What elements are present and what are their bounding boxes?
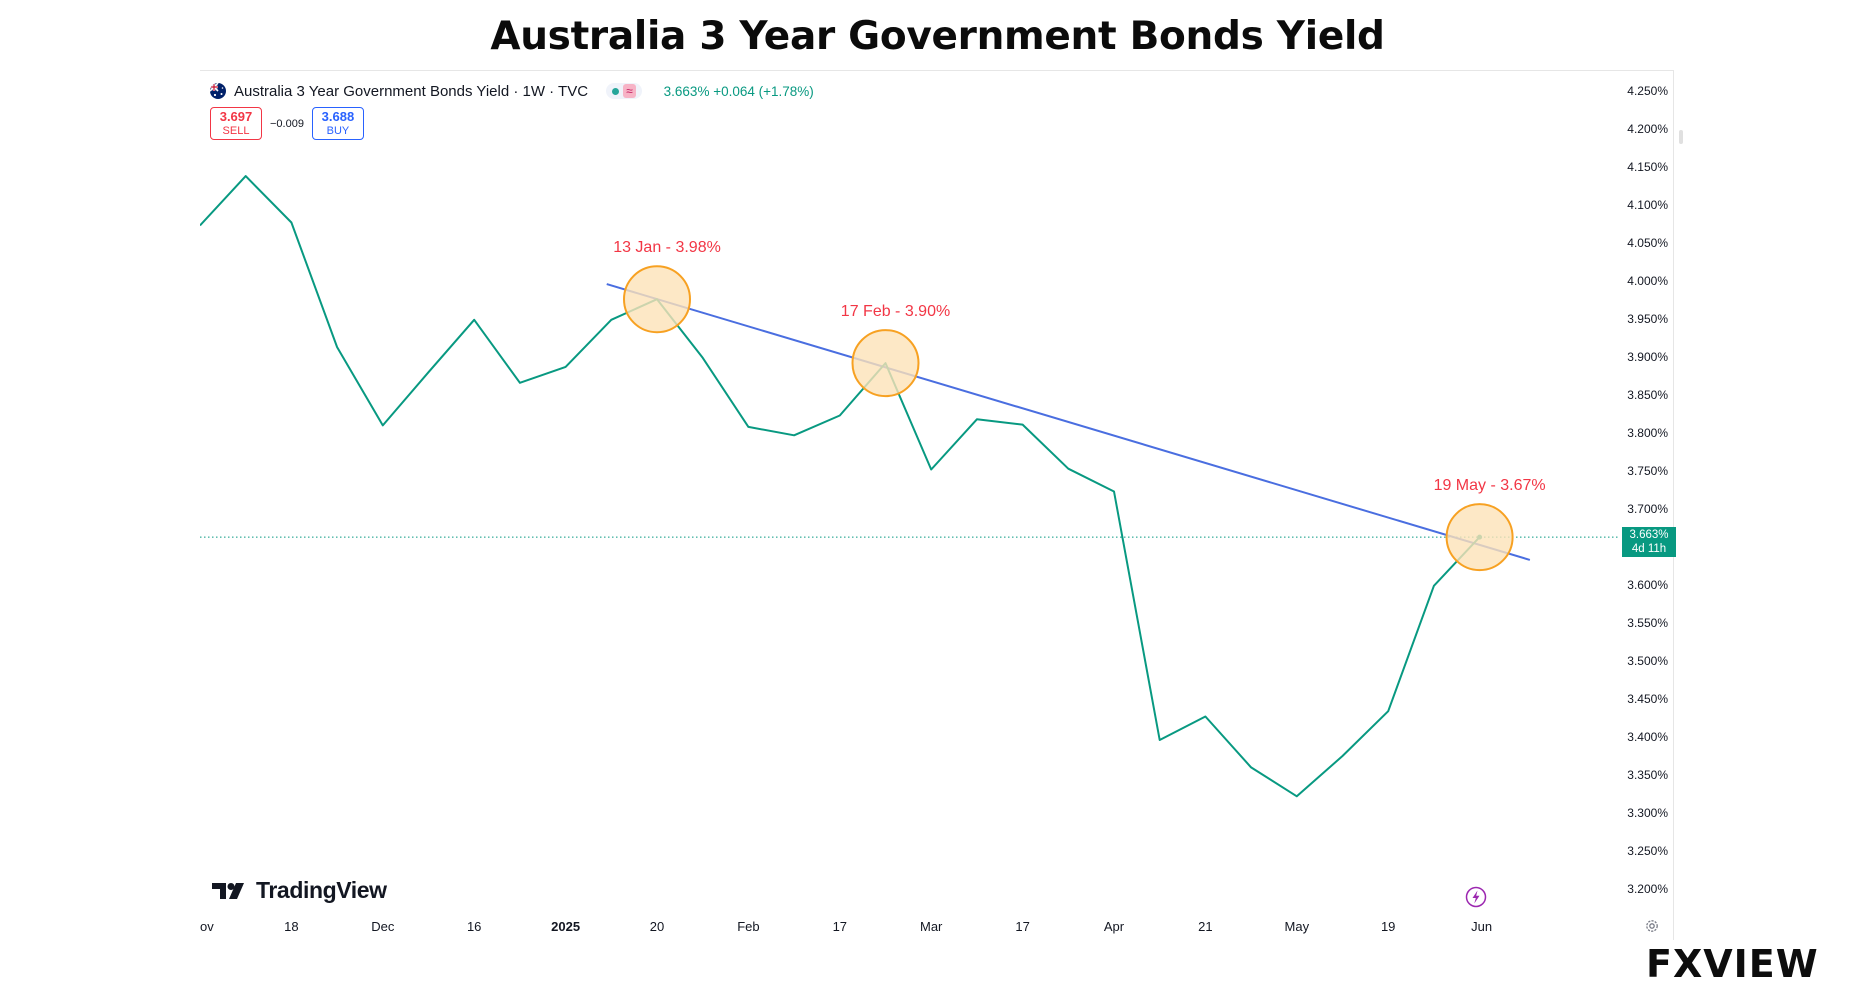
y-tick-label: 3.950% [1627,312,1668,326]
bar-countdown: 4d 11h [1631,543,1667,555]
highlight-circle[interactable] [851,329,920,398]
y-tick-label: 3.600% [1627,578,1668,592]
x-tick-label: 19 [1381,919,1395,934]
sell-label: SELL [222,125,250,137]
x-tick-label: 2025 [551,919,580,934]
wave-icon: ≈ [623,84,636,98]
spread-value: −0.009 [270,117,304,130]
indicator-pill[interactable]: ≈ [606,83,642,99]
x-tick-label: May [1285,919,1310,934]
x-tick-label: 17 [1015,919,1029,934]
y-tick-label: 4.200% [1627,122,1668,136]
y-tick-label: 3.850% [1627,388,1668,402]
highlight-circle[interactable] [1445,503,1514,572]
trend-line[interactable] [606,283,1531,561]
x-tick-label: 18 [284,919,298,934]
y-tick-label: 3.500% [1627,654,1668,668]
highlight-circle[interactable] [623,265,691,334]
fxview-logo: FXVIEW [1646,942,1819,986]
flash-icon[interactable] [1465,886,1487,908]
y-tick-label: 3.200% [1627,882,1668,896]
chart-legend[interactable]: Australia 3 Year Government Bonds Yield … [210,80,814,102]
y-tick-label: 3.250% [1627,844,1668,858]
y-tick-label: 3.900% [1627,350,1668,364]
x-tick-label: Apr [1104,919,1125,934]
annotation-label: 17 Feb - 3.90% [841,303,950,320]
y-tick-label: 3.800% [1627,426,1668,440]
y-tick-label: 4.250% [1627,84,1668,98]
y-tick-label: 4.150% [1627,160,1668,174]
annotation-label: 13 Jan - 3.98% [613,239,721,256]
tradingview-wordmark: TradingView [256,877,387,903]
x-tick-label: 17 [833,919,847,934]
x-tick-label: Jun [1471,919,1492,934]
sell-price: 3.697 [219,109,253,124]
y-tick-label: 4.000% [1627,274,1668,288]
page-title: Australia 3 Year Government Bonds Yield [490,14,1385,59]
status-dot-icon [612,87,620,95]
x-tick-label: 21 [1198,919,1212,934]
y-tick-label: 3.400% [1627,730,1668,744]
chart-canvas[interactable]: 3.200% 3.250% 3.300% 3.350% 3.400% 3.450% 3.50… [200,71,1674,941]
buy-label: BUY [326,125,350,137]
y-tick-label: 4.050% [1627,236,1668,250]
trade-panel: 3.697 SELL −0.009 3.688 BUY [210,107,364,140]
x-tick-label: Feb [737,919,759,934]
y-tick-label: 3.300% [1627,806,1668,820]
y-tick-label: 4.100% [1627,198,1668,212]
x-tick-label: 20 [650,919,664,934]
tradingview-logo-icon [212,882,244,899]
buy-price: 3.688 [321,109,355,124]
y-tick-label: 3.350% [1627,768,1668,782]
legend-value: 3.663% +0.064 (+1.78%) [663,83,814,99]
y-tick-label: 3.700% [1627,502,1668,516]
x-tick-label: 16 [467,919,481,934]
last-price-tag: 3.663% 4d 11h [1622,527,1676,557]
price-scale-handle[interactable] [1679,130,1683,144]
sell-button[interactable]: 3.697 SELL [210,107,262,140]
annotation-label: 19 May - 3.67% [1434,477,1546,494]
y-tick-label: 3.450% [1627,692,1668,706]
chart-area[interactable]: 3.200% 3.250% 3.300% 3.350% 3.400% 3.450% 3.50… [200,70,1674,940]
buy-button[interactable]: 3.688 BUY [311,107,364,140]
yield-series-line[interactable] [200,175,1481,798]
last-price-value: 3.663% [1629,529,1669,541]
australia-flag-icon [210,83,226,99]
tradingview-logo[interactable]: TradingView [212,877,387,904]
x-tick-label: ov [200,919,214,934]
settings-icon[interactable] [1644,918,1660,934]
x-tick-label: Mar [920,919,943,934]
y-tick-label: 3.550% [1627,616,1668,630]
symbol-label[interactable]: Australia 3 Year Government Bonds Yield … [234,82,589,100]
x-tick-label: Dec [371,919,395,934]
y-tick-label: 3.750% [1627,464,1668,478]
